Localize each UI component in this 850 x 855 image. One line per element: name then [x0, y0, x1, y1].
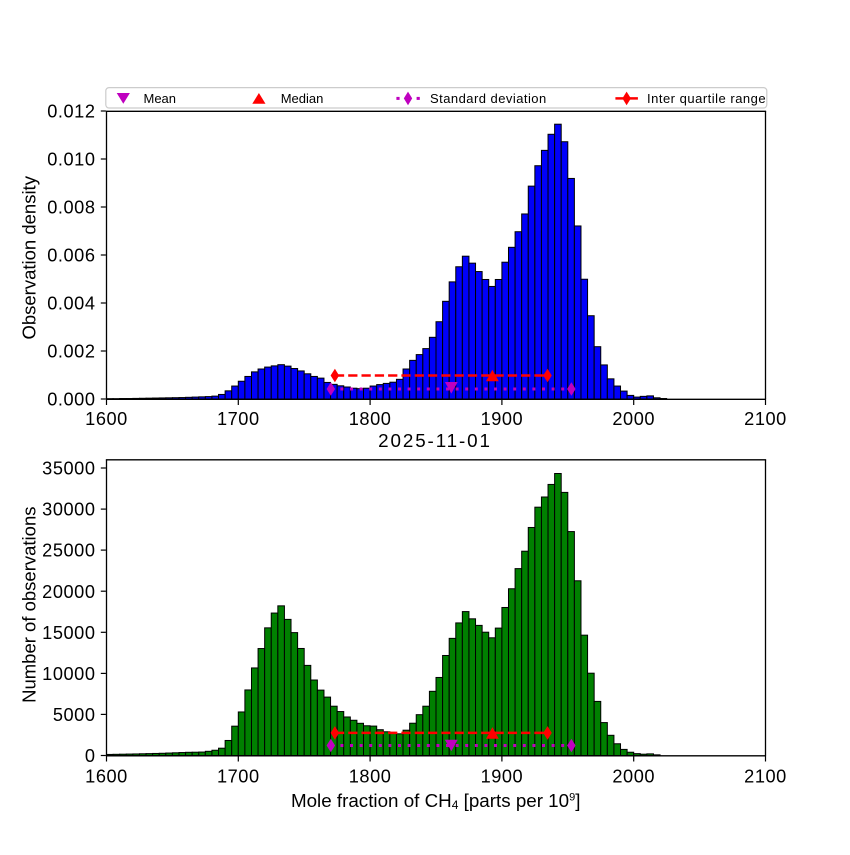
svg-text:Mole fraction of CH4 [parts pe: Mole fraction of CH4 [parts per 109]	[291, 790, 580, 812]
svg-text:Observation density: Observation density	[19, 175, 40, 339]
svg-text:2100: 2100	[744, 409, 787, 429]
svg-text:1600: 1600	[85, 409, 128, 429]
svg-text:0.008: 0.008	[47, 198, 95, 218]
svg-text:1700: 1700	[217, 409, 260, 429]
svg-text:Median: Median	[281, 91, 324, 106]
svg-text:1900: 1900	[481, 409, 524, 429]
svg-text:0.010: 0.010	[47, 150, 95, 170]
svg-text:10000: 10000	[42, 664, 95, 684]
svg-text:Mean: Mean	[144, 91, 177, 106]
svg-text:0.012: 0.012	[47, 102, 95, 122]
svg-text:Inter quartile range: Inter quartile range	[647, 91, 766, 106]
svg-text:1800: 1800	[349, 409, 392, 429]
svg-text:20000: 20000	[42, 582, 95, 602]
svg-text:Number of observations: Number of observations	[19, 506, 40, 702]
svg-text:0.000: 0.000	[47, 390, 95, 410]
svg-text:2100: 2100	[744, 767, 787, 787]
svg-text:5000: 5000	[53, 705, 96, 725]
svg-text:2000: 2000	[612, 767, 655, 787]
svg-text:15000: 15000	[42, 623, 95, 643]
svg-text:0.004: 0.004	[47, 294, 95, 314]
svg-text:25000: 25000	[42, 541, 95, 561]
svg-text:0: 0	[85, 746, 96, 766]
svg-text:2025-11-01: 2025-11-01	[378, 430, 492, 451]
svg-text:1600: 1600	[85, 767, 128, 787]
svg-text:2000: 2000	[612, 409, 655, 429]
svg-text:Standard deviation: Standard deviation	[430, 91, 547, 106]
svg-text:1700: 1700	[217, 767, 260, 787]
svg-text:30000: 30000	[42, 500, 95, 520]
svg-text:0.006: 0.006	[47, 246, 95, 266]
svg-text:35000: 35000	[42, 459, 95, 479]
svg-text:1800: 1800	[349, 767, 392, 787]
svg-text:1900: 1900	[481, 767, 524, 787]
svg-text:0.002: 0.002	[47, 342, 95, 362]
